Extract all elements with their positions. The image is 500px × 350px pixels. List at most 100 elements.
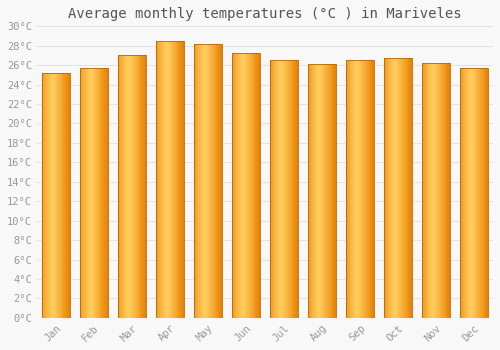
Bar xyxy=(428,63,430,318)
Bar xyxy=(468,68,469,318)
Bar xyxy=(433,63,434,318)
Bar xyxy=(202,44,203,318)
Bar xyxy=(69,73,70,318)
Bar xyxy=(234,54,236,318)
Bar xyxy=(324,64,325,318)
Bar xyxy=(464,68,466,318)
Bar xyxy=(401,58,402,318)
Bar xyxy=(475,68,476,318)
Bar xyxy=(120,55,122,318)
Bar xyxy=(370,60,372,318)
Bar xyxy=(163,41,164,318)
Bar xyxy=(166,41,167,318)
Bar xyxy=(49,73,50,318)
Bar xyxy=(438,63,439,318)
Bar xyxy=(354,60,355,318)
Bar xyxy=(321,64,322,318)
Bar xyxy=(410,58,412,318)
Bar xyxy=(308,64,310,318)
Bar xyxy=(486,68,488,318)
Bar xyxy=(270,60,298,318)
Bar xyxy=(238,54,240,318)
Bar xyxy=(241,54,242,318)
Bar xyxy=(479,68,480,318)
Bar xyxy=(93,68,94,318)
Bar xyxy=(259,54,260,318)
Bar xyxy=(319,64,320,318)
Bar xyxy=(130,55,131,318)
Bar xyxy=(100,68,102,318)
Bar xyxy=(131,55,132,318)
Bar xyxy=(165,41,166,318)
Bar xyxy=(437,63,438,318)
Bar xyxy=(183,41,184,318)
Bar xyxy=(66,73,67,318)
Bar xyxy=(232,54,260,318)
Bar xyxy=(250,54,252,318)
Bar xyxy=(94,68,95,318)
Bar xyxy=(312,64,314,318)
Bar xyxy=(424,63,426,318)
Bar xyxy=(64,73,66,318)
Bar xyxy=(480,68,482,318)
Bar xyxy=(399,58,400,318)
Bar xyxy=(368,60,370,318)
Bar xyxy=(249,54,250,318)
Bar xyxy=(156,41,158,318)
Bar xyxy=(346,60,348,318)
Bar xyxy=(466,68,468,318)
Bar xyxy=(384,58,386,318)
Bar xyxy=(435,63,436,318)
Bar xyxy=(390,58,392,318)
Bar xyxy=(158,41,160,318)
Bar xyxy=(126,55,127,318)
Bar xyxy=(252,54,254,318)
Bar xyxy=(160,41,162,318)
Bar xyxy=(396,58,397,318)
Bar xyxy=(206,44,207,318)
Bar xyxy=(478,68,479,318)
Bar xyxy=(208,44,209,318)
Bar xyxy=(332,64,334,318)
Bar xyxy=(95,68,96,318)
Bar xyxy=(182,41,183,318)
Bar xyxy=(46,73,48,318)
Bar xyxy=(198,44,200,318)
Bar xyxy=(392,58,394,318)
Bar xyxy=(460,68,462,318)
Bar xyxy=(102,68,104,318)
Bar xyxy=(448,63,450,318)
Bar xyxy=(107,68,108,318)
Bar xyxy=(363,60,364,318)
Bar xyxy=(247,54,248,318)
Bar xyxy=(290,60,292,318)
Bar xyxy=(361,60,362,318)
Bar xyxy=(386,58,388,318)
Bar xyxy=(194,44,222,318)
Bar xyxy=(132,55,133,318)
Bar xyxy=(362,60,363,318)
Bar xyxy=(476,68,477,318)
Bar xyxy=(281,60,282,318)
Bar xyxy=(326,64,328,318)
Bar xyxy=(194,44,196,318)
Bar xyxy=(221,44,222,318)
Bar xyxy=(51,73,52,318)
Bar xyxy=(294,60,296,318)
Bar xyxy=(84,68,86,318)
Bar xyxy=(360,60,361,318)
Bar xyxy=(394,58,395,318)
Bar xyxy=(53,73,54,318)
Bar xyxy=(404,58,406,318)
Bar xyxy=(122,55,124,318)
Bar xyxy=(50,73,51,318)
Bar xyxy=(88,68,89,318)
Bar xyxy=(211,44,212,318)
Bar xyxy=(164,41,165,318)
Bar xyxy=(426,63,428,318)
Bar xyxy=(90,68,91,318)
Bar xyxy=(58,73,59,318)
Bar xyxy=(484,68,486,318)
Bar xyxy=(204,44,205,318)
Bar xyxy=(296,60,297,318)
